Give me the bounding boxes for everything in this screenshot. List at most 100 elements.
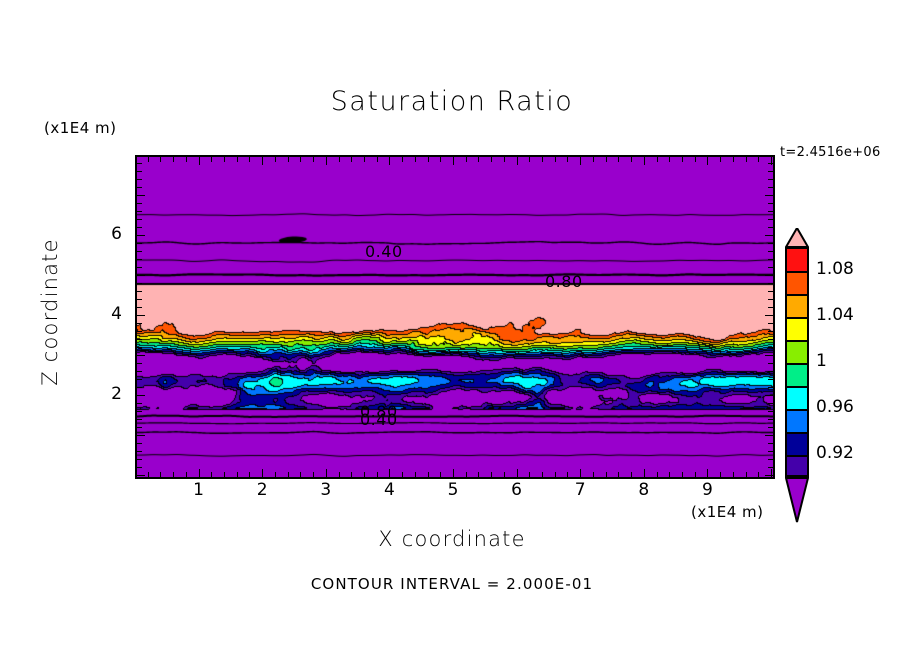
x-tick-bottom [173, 472, 175, 477]
contour-interval-note: CONTOUR INTERVAL = 2.000E-01 [310, 575, 594, 593]
y-tick-left [137, 475, 145, 476]
x-tick-bottom [351, 472, 353, 477]
x-tick-bottom [313, 472, 315, 477]
x-tick-bottom [503, 472, 505, 477]
x-tick-bottom [771, 469, 772, 477]
x-tick-label-2: 2 [256, 480, 268, 500]
x-tick-bottom [338, 472, 340, 477]
x-tick-top [236, 157, 238, 162]
x-tick-top [351, 157, 353, 162]
y-tick-right [765, 275, 773, 276]
x-tick-top [211, 157, 213, 162]
x-tick-bottom [211, 472, 213, 477]
x-tick-bottom [554, 472, 556, 477]
y-tick-right [768, 403, 773, 404]
y-tick-left [137, 171, 142, 172]
x-tick-bottom [389, 469, 391, 477]
x-tick-bottom [580, 469, 582, 477]
y-tick-right [768, 163, 773, 164]
x-tick-bottom [529, 472, 531, 477]
y-tick-left [137, 323, 142, 324]
y-tick-left [137, 435, 145, 436]
y-tick-left [137, 315, 145, 316]
y-tick-right [768, 443, 773, 444]
x-tick-top [529, 157, 531, 162]
y-tick-right [768, 411, 773, 412]
contour-label: 0.80 [360, 402, 398, 421]
y-tick-right [765, 435, 773, 436]
x-tick-label-4: 4 [383, 480, 395, 500]
x-tick-bottom [236, 472, 238, 477]
y-tick-right [768, 371, 773, 372]
x-tick-label-8: 8 [638, 480, 650, 500]
y-tick-left [137, 395, 145, 396]
y-tick-right [768, 331, 773, 332]
y-tick-right [768, 291, 773, 292]
y-tick-left [137, 459, 142, 460]
colorbar-separator [787, 317, 807, 319]
x-tick-bottom [631, 472, 633, 477]
x-tick-bottom [160, 472, 162, 477]
y-tick-left [137, 355, 145, 356]
y-tick-left [137, 451, 142, 452]
contour-label: 0.40 [365, 242, 403, 261]
y-tick-right [768, 227, 773, 228]
x-tick-bottom [618, 472, 620, 477]
x-tick-top [147, 157, 149, 162]
colorbar-label: 0.96 [816, 397, 854, 417]
y-tick-right [765, 195, 773, 196]
x-axis-title: X coordinate [378, 527, 526, 551]
x-tick-bottom [592, 472, 594, 477]
x-tick-bottom [605, 472, 607, 477]
y-axis-unit-label: (x1E4 m) [44, 119, 117, 137]
x-tick-bottom [694, 472, 696, 477]
y-tick-left [137, 235, 145, 236]
y-tick-left [137, 259, 142, 260]
x-tick-top [554, 157, 556, 162]
contour-plot[interactable] [135, 155, 775, 479]
y-tick-right [765, 395, 773, 396]
x-tick-top [402, 157, 404, 162]
y-tick-left [137, 403, 142, 404]
colorbar-band [787, 318, 807, 341]
x-tick-bottom [249, 472, 251, 477]
x-tick-bottom [567, 472, 569, 477]
x-tick-label-6: 6 [511, 480, 522, 500]
colorbar-band [787, 295, 807, 318]
x-tick-top [160, 157, 162, 162]
x-tick-bottom [681, 472, 683, 477]
y-tick-right [768, 267, 773, 268]
y-tick-right [765, 315, 773, 316]
x-tick-top [287, 157, 289, 162]
y-tick-left [137, 291, 142, 292]
y-tick-right [768, 451, 773, 452]
x-tick-top [745, 157, 747, 162]
x-tick-top [389, 157, 391, 165]
y-tick-left [137, 179, 142, 180]
y-tick-right [765, 355, 773, 356]
x-tick-bottom [262, 469, 264, 477]
y-tick-left [137, 387, 142, 388]
y-tick-left [137, 203, 142, 204]
x-tick-top [198, 157, 200, 165]
x-tick-top [363, 157, 365, 162]
colorbar-band [787, 272, 807, 295]
x-tick-top [313, 157, 315, 162]
x-tick-top [720, 157, 722, 162]
x-tick-bottom [491, 472, 493, 477]
x-tick-bottom [135, 469, 136, 477]
colorbar-under-arrow [785, 477, 809, 523]
y-tick-right [768, 339, 773, 340]
x-tick-top [274, 157, 276, 162]
y-tick-left [137, 331, 142, 332]
y-tick-left [137, 443, 142, 444]
x-tick-top [567, 157, 569, 162]
x-tick-bottom [745, 472, 747, 477]
y-tick-right [768, 459, 773, 460]
x-tick-bottom [516, 469, 518, 477]
x-tick-top [173, 157, 175, 162]
y-tick-left [137, 371, 142, 372]
x-tick-label-7: 7 [574, 480, 586, 500]
y-tick-left [137, 187, 142, 188]
colorbar[interactable] [785, 247, 809, 477]
